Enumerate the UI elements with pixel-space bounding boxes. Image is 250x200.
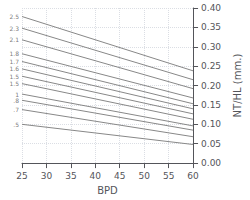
svg-text:2.3: 2.3	[9, 25, 19, 32]
svg-text:45: 45	[114, 171, 125, 181]
svg-text:0.20: 0.20	[201, 81, 221, 91]
svg-text:25: 25	[16, 171, 27, 181]
svg-text:0.35: 0.35	[201, 22, 221, 32]
svg-text:.5: .5	[13, 121, 19, 128]
svg-text:0.30: 0.30	[201, 42, 221, 52]
svg-text:50: 50	[138, 171, 150, 181]
svg-text:0.40: 0.40	[201, 3, 221, 13]
svg-text:.8: .8	[13, 97, 19, 104]
svg-text:.7: .7	[13, 106, 19, 113]
svg-text:1.5: 1.5	[9, 80, 19, 87]
svg-text:1.6: 1.6	[9, 65, 19, 72]
svg-text:1.8: 1.8	[9, 50, 19, 57]
svg-text:35: 35	[65, 171, 76, 181]
svg-text:0.00: 0.00	[201, 158, 221, 168]
svg-text:2.5: 2.5	[9, 13, 19, 20]
svg-text:1: 1	[15, 90, 19, 98]
svg-text:30: 30	[41, 171, 53, 181]
svg-text:0.15: 0.15	[201, 100, 221, 110]
svg-text:1.5: 1.5	[9, 73, 19, 80]
svg-text:0.10: 0.10	[201, 119, 221, 129]
svg-text:60: 60	[187, 171, 199, 181]
svg-text:1.7: 1.7	[9, 58, 19, 65]
svg-text:55: 55	[163, 171, 174, 181]
svg-text:0.25: 0.25	[201, 61, 221, 71]
svg-text:40: 40	[90, 171, 102, 181]
svg-text:2.1: 2.1	[9, 36, 19, 43]
svg-text:0.05: 0.05	[201, 139, 221, 149]
svg-text:NT/HL (mm.): NT/HL (mm.)	[232, 54, 243, 118]
svg-text:BPD: BPD	[97, 185, 118, 196]
